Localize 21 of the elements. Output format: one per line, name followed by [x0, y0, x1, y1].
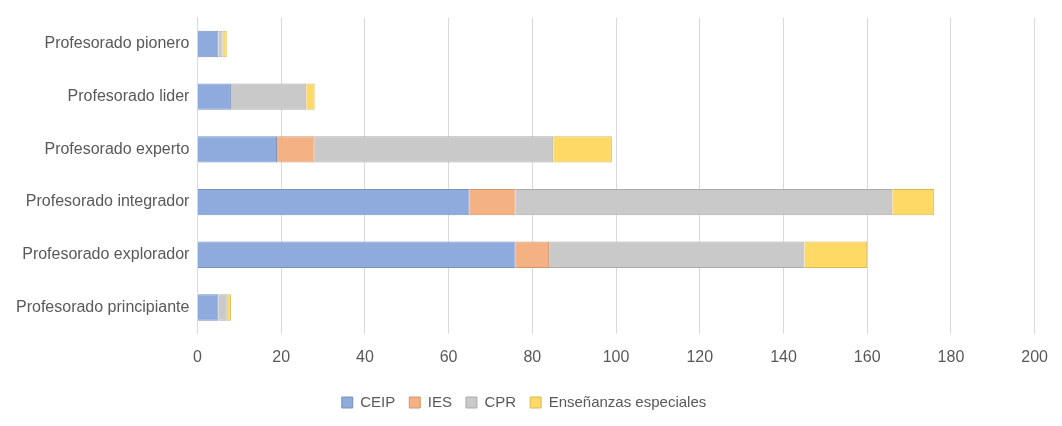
y-tick-label: Profesorado pionero: [44, 34, 190, 52]
y-tick-label: Profesorado experto: [44, 139, 190, 157]
y-tick-label: Profesorado principiante: [16, 297, 190, 315]
legend-label: Enseñanzas especiales: [548, 392, 707, 410]
y-tick-label: Profesorado lider: [67, 87, 191, 105]
x-tick-label: 100: [602, 347, 630, 365]
y-tick-label: Profesorado integrador: [25, 192, 191, 210]
x-tick-label: 140: [770, 347, 797, 365]
x-tick-label: 0: [192, 347, 202, 365]
legend-label: CEIP: [360, 392, 396, 410]
x-tick-label: 180: [937, 347, 965, 365]
x-tick-label: 160: [853, 347, 881, 365]
y-tick-label: Profesorado explorador: [22, 245, 191, 263]
x-tick-label: 200: [1021, 347, 1049, 365]
x-tick-label: 120: [686, 347, 714, 365]
x-tick-label: 40: [355, 347, 374, 365]
legend-label: IES: [427, 392, 452, 410]
x-tick-label: 80: [523, 347, 542, 365]
x-tick-label: 60: [439, 347, 458, 365]
x-tick-label: 20: [272, 347, 291, 365]
legend-label: CPR: [484, 392, 517, 410]
